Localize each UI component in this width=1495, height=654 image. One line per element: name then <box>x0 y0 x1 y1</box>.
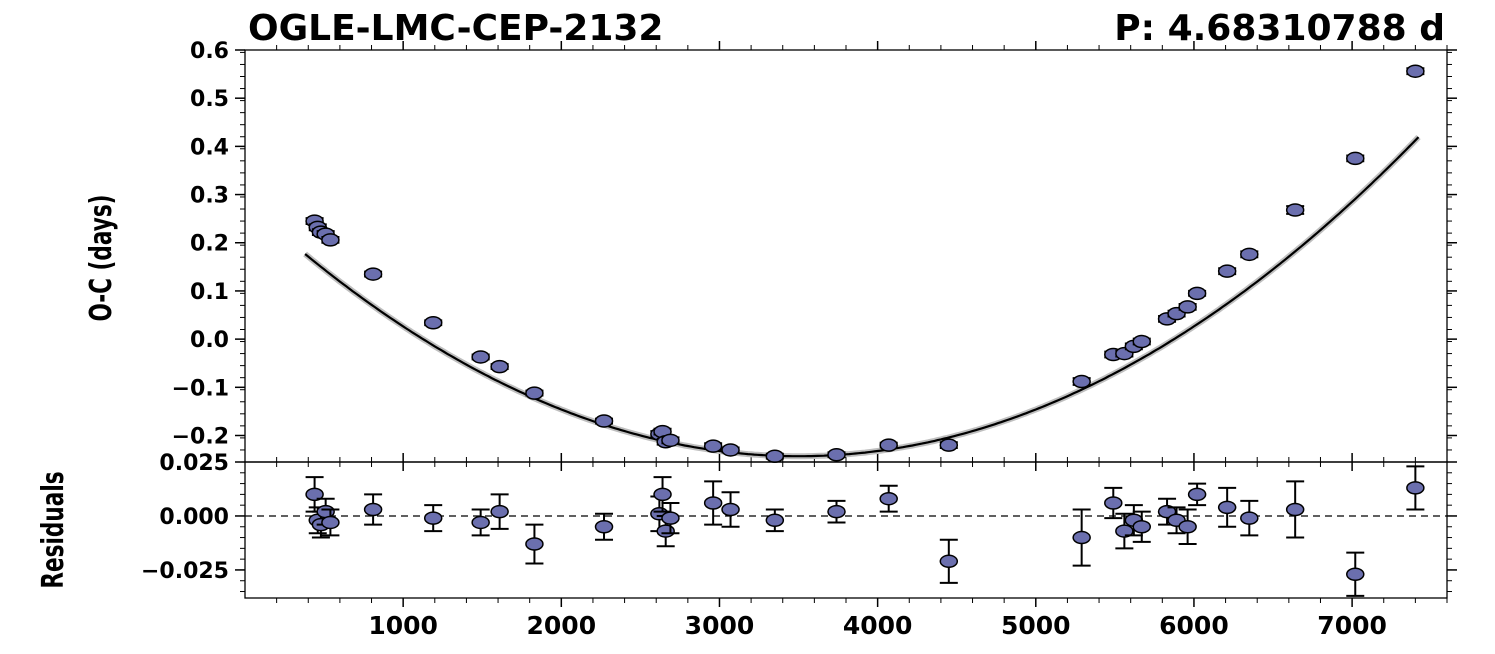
main-data-point <box>525 386 544 400</box>
main-data-point <box>879 438 898 452</box>
residual-data-point <box>1240 511 1259 525</box>
main-y-tick-label: 0.1 <box>190 280 229 305</box>
residual-data-point <box>939 554 959 569</box>
residuals-x-tick-label: 2000 <box>527 611 597 640</box>
residual-data-point <box>363 502 383 517</box>
main-y-tick-label: 0.6 <box>190 39 229 64</box>
main-data-point <box>1406 64 1425 78</box>
residuals-x-tick-label: 1000 <box>368 611 438 640</box>
main-y-tick-label: 0.0 <box>190 328 229 353</box>
residual-data-point <box>471 515 490 530</box>
main-data-point <box>721 443 740 457</box>
residuals-x-tick-label: 3000 <box>685 611 755 640</box>
residual-data-point <box>879 491 898 506</box>
main-data-point <box>661 433 680 448</box>
main-data-point <box>423 315 443 330</box>
residuals-y-tick-label: 0.000 <box>159 505 229 530</box>
main-data-point <box>703 439 723 453</box>
main-data-point <box>1346 151 1365 166</box>
residuals-panel: 0.025 0.000 −0.025 1000 2000 3000 4000 5000 6000… <box>141 451 1457 640</box>
residual-data-point <box>703 496 723 510</box>
residual-data-point <box>594 520 614 534</box>
main-data-point <box>1178 300 1197 314</box>
residual-data-point <box>1132 520 1152 534</box>
main-panel: 0.6 0.5 0.4 0.3 0.2 0.1 0.0 −0.1 −0.2 <box>172 39 1457 463</box>
main-y-axis-label: O-C (days) <box>85 194 119 321</box>
main-data-point <box>1285 203 1305 217</box>
residual-data-point <box>1178 520 1197 534</box>
residuals-y-axis-label: Residuals <box>37 471 71 588</box>
residuals-y-tick-label: 0.025 <box>159 451 229 476</box>
residuals-x-tick-label: 5000 <box>1001 611 1071 640</box>
residual-data-point <box>1072 530 1091 545</box>
period-title: P: 4.68310788 d <box>1114 8 1445 49</box>
residual-data-point <box>1104 496 1123 510</box>
fit-curve <box>304 136 1420 458</box>
main-y-tick-label: −0.2 <box>172 424 229 449</box>
main-data-point <box>321 233 340 247</box>
main-data-point <box>1240 247 1259 262</box>
residual-data-point <box>656 524 675 538</box>
main-data-point <box>1187 286 1207 301</box>
residual-data-point <box>1346 567 1365 582</box>
main-data-point <box>1132 334 1152 349</box>
main-data-point <box>490 359 509 374</box>
main-data-point <box>1217 264 1237 278</box>
main-y-tick-label: 0.3 <box>190 184 229 209</box>
main-data-point <box>363 267 383 281</box>
star-name-title: OGLE-LMC-CEP-2132 <box>248 8 663 49</box>
residuals-x-tick-label: 4000 <box>843 611 913 640</box>
residual-data-point <box>321 515 340 530</box>
residuals-x-tick-label: 7000 <box>1317 611 1387 640</box>
main-data-point <box>827 448 846 462</box>
residual-data-point <box>525 537 544 551</box>
main-data-point <box>594 414 614 428</box>
main-y-tick-label: −0.1 <box>172 376 229 401</box>
main-data-point <box>1072 374 1091 389</box>
residual-data-point <box>721 502 740 517</box>
residuals-y-tick-label: −0.025 <box>141 559 229 584</box>
residual-data-point <box>1285 502 1305 517</box>
main-data-point <box>939 438 959 452</box>
residual-data-point <box>765 513 785 528</box>
residual-data-point <box>1217 500 1237 515</box>
main-y-tick-label: 0.2 <box>190 232 229 257</box>
residual-data-point <box>423 511 443 525</box>
residual-data-point <box>653 487 672 502</box>
residual-data-point <box>490 504 509 519</box>
residuals-x-tick-label: 6000 <box>1159 611 1229 640</box>
main-data-point <box>471 350 490 364</box>
residual-data-point <box>1187 487 1207 502</box>
residual-data-point <box>827 504 846 519</box>
residual-data-point <box>661 511 680 525</box>
main-data-point <box>765 449 785 463</box>
residual-data-point <box>305 487 324 502</box>
main-y-tick-label: 0.4 <box>190 135 229 160</box>
residual-data-point <box>1406 481 1425 495</box>
main-y-tick-label: 0.5 <box>190 87 229 112</box>
